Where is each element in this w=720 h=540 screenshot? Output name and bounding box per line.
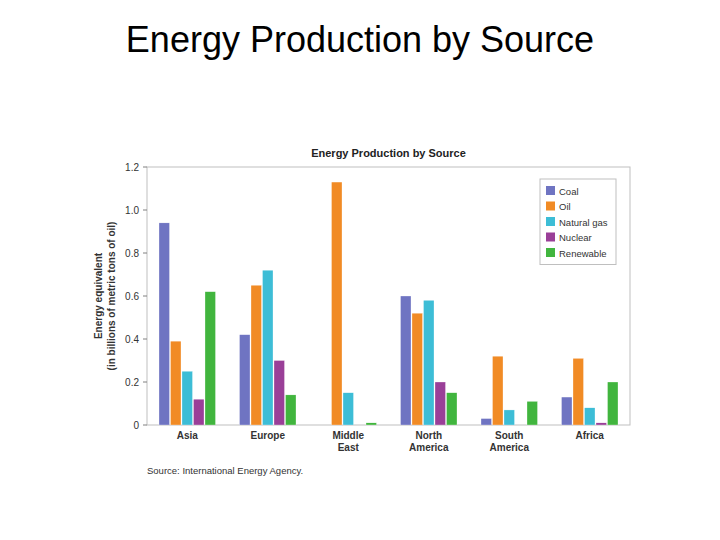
- x-tick-label: SouthAmerica: [490, 430, 530, 453]
- y-tick: [143, 167, 147, 168]
- bar: [182, 371, 193, 425]
- bar: [424, 300, 435, 425]
- y-tick-label: 0: [133, 420, 139, 431]
- bar: [240, 335, 251, 425]
- bar: [401, 296, 412, 425]
- bar: [205, 292, 216, 425]
- slide-title: Energy Production by Source: [126, 19, 594, 60]
- source-note: Source: International Energy Agency.: [147, 465, 303, 476]
- plot-frame: [147, 167, 630, 425]
- bar: [527, 401, 538, 425]
- y-tick: [143, 253, 147, 254]
- bar: [366, 423, 377, 425]
- bar: [412, 313, 423, 425]
- x-tick-label: MiddleEast: [332, 430, 364, 453]
- bar: [343, 393, 354, 425]
- legend: Coal Oil Natural gas Nuclear Renewable: [540, 179, 616, 265]
- bar: [585, 408, 596, 425]
- legend-swatch: [546, 217, 555, 226]
- x-tick-label: Europe: [251, 430, 286, 441]
- bar: [562, 397, 573, 425]
- bar: [355, 425, 366, 426]
- x-tick-label: NorthAmerica: [409, 430, 449, 453]
- legend-swatch: [546, 186, 555, 195]
- legend-label: Coal: [559, 186, 579, 197]
- bar: [159, 223, 170, 425]
- y-tick: [143, 382, 147, 383]
- bar: [435, 382, 446, 425]
- y-tick-label: 0.8: [125, 248, 139, 259]
- bar: [251, 285, 262, 425]
- legend-swatch: [546, 202, 555, 211]
- legend-box: [540, 179, 616, 265]
- bar: [596, 423, 607, 425]
- bar: [263, 270, 274, 425]
- y-tick-label: 1.2: [125, 162, 139, 173]
- bar: [332, 182, 343, 425]
- y-tick: [143, 210, 147, 211]
- bar: [516, 425, 527, 426]
- bar: [504, 410, 515, 425]
- chart-title: Energy Production by Source: [311, 147, 466, 159]
- bar: [194, 399, 205, 425]
- legend-label: Natural gas: [559, 217, 608, 228]
- y-tick-label: 0.2: [125, 377, 139, 388]
- bar: [274, 361, 285, 426]
- slide: Energy Production by Source Energy Produc…: [0, 0, 720, 540]
- bar: [447, 393, 458, 425]
- bar: [573, 358, 584, 425]
- bar: [171, 341, 182, 425]
- legend-label: Renewable: [559, 248, 607, 259]
- y-tick: [143, 425, 147, 426]
- legend-label: Nuclear: [559, 232, 592, 243]
- y-axis-label: Energy equivalent(in billions of metric …: [93, 222, 117, 371]
- y-tick: [143, 296, 147, 297]
- legend-swatch: [546, 233, 555, 242]
- bars: [159, 182, 618, 425]
- bar: [493, 356, 504, 425]
- legend-label: Oil: [559, 201, 571, 212]
- y-tick-label: 0.4: [125, 334, 139, 345]
- x-tick-label: Asia: [177, 430, 199, 441]
- bar: [320, 425, 331, 426]
- y-tick: [143, 339, 147, 340]
- y-tick-label: 0.6: [125, 291, 139, 302]
- bar: [481, 419, 492, 425]
- legend-swatch: [546, 248, 555, 257]
- bar: [286, 395, 297, 425]
- x-tick-label: Africa: [576, 430, 605, 441]
- bar: [608, 382, 619, 425]
- y-tick-label: 1.0: [125, 205, 139, 216]
